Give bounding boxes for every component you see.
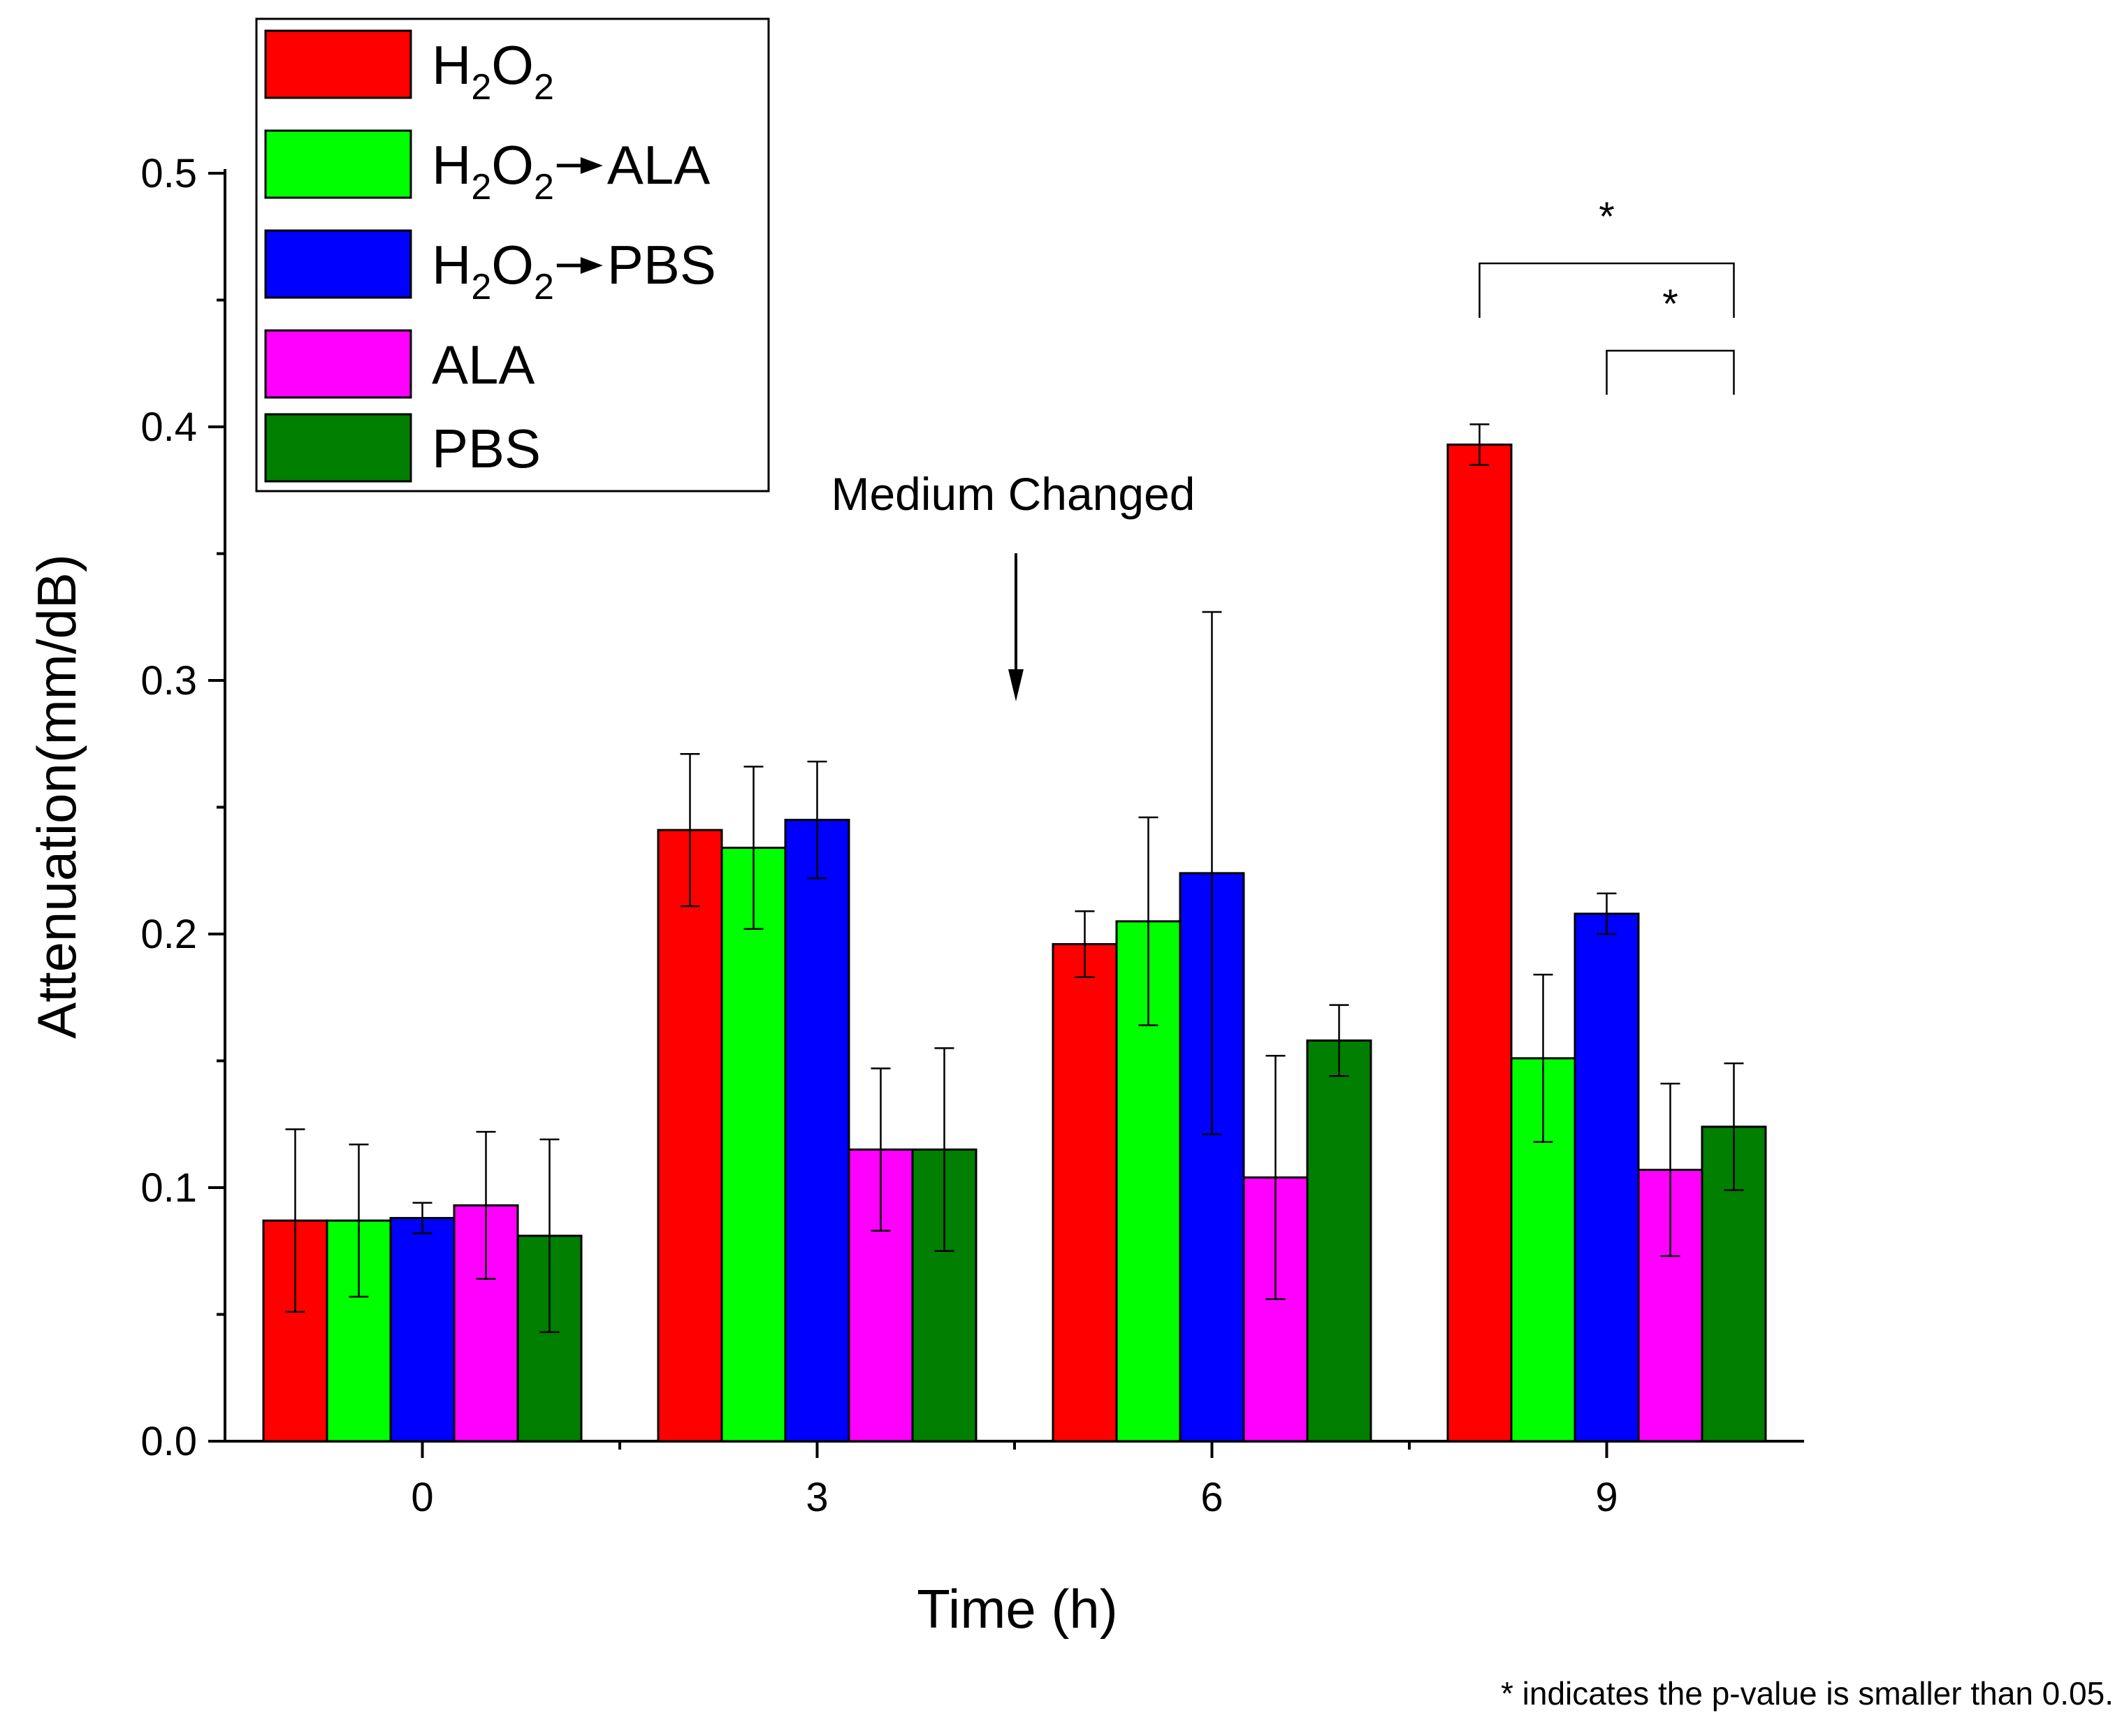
- legend-label-tail: PBS: [607, 234, 716, 296]
- bar: [1574, 912, 1640, 1443]
- legend-swatch: [264, 329, 412, 399]
- bar: [657, 829, 723, 1443]
- bar: [389, 1217, 456, 1443]
- y-axis-title: Attenuation(mm/dB): [26, 554, 87, 1039]
- legend-swatch: [264, 129, 412, 199]
- legend-arrowhead: [580, 157, 603, 174]
- footnote: * indicates the p-value is smaller than …: [1501, 1675, 2114, 1712]
- significance-star: *: [1599, 194, 1615, 240]
- x-tick-label: 9: [1595, 1475, 1618, 1520]
- y-tick-label: 0.1: [140, 1165, 197, 1211]
- legend-label: H2O2: [432, 34, 554, 108]
- legend-label-subscript: 2: [471, 167, 491, 207]
- legend-label-mid: O: [491, 234, 534, 296]
- legend-label: PBS: [432, 418, 541, 479]
- bar: [1052, 943, 1118, 1443]
- legend-label-subscript: 2: [534, 67, 554, 108]
- legend-label-mid: O: [491, 34, 534, 96]
- legend-label: H2O2: [432, 234, 554, 307]
- legend-label-main: H: [432, 234, 471, 296]
- y-tick-label: 0.4: [140, 404, 197, 450]
- bar: [1446, 443, 1513, 1443]
- bar: [720, 847, 787, 1443]
- x-tick-label: 6: [1200, 1475, 1223, 1520]
- y-tick-label: 0.0: [140, 1419, 197, 1464]
- significance-star: *: [1662, 282, 1678, 327]
- legend-label-subscript: 2: [471, 267, 491, 307]
- medium-changed-annotation: Medium Changed: [831, 468, 1196, 701]
- y-tick-label: 0.5: [140, 151, 197, 196]
- legend-label: H2O2: [432, 134, 554, 207]
- legend-label-subscript: 2: [471, 67, 491, 108]
- x-tick-label: 3: [806, 1475, 828, 1520]
- bar: [1306, 1039, 1372, 1443]
- annotation-text: Medium Changed: [831, 468, 1196, 520]
- legend-label-subscript: 2: [534, 267, 554, 307]
- x-axis: 0 3 6 9: [224, 1440, 1804, 1520]
- y-axis: 0.0 0.1 0.2 0.3 0.4 0.5: [140, 151, 226, 1464]
- legend-arrowhead: [580, 257, 603, 274]
- y-tick-label: 0.3: [140, 658, 197, 703]
- annotation-arrowhead: [1008, 669, 1024, 701]
- y-tick-label: 0.2: [140, 912, 197, 957]
- legend-label-main: H: [432, 34, 471, 96]
- legend-label-main: ALA: [432, 334, 535, 395]
- legend-label: ALA: [432, 334, 535, 395]
- legend-label-main: H: [432, 134, 471, 196]
- bar: [784, 819, 850, 1443]
- legend-label-tail: ALA: [607, 134, 710, 196]
- significance-brackets: **: [1478, 194, 1735, 395]
- legend-swatch: [264, 29, 412, 99]
- error-bars: [285, 423, 1744, 1334]
- x-tick-label: 0: [411, 1475, 433, 1520]
- legend-label-mid: O: [491, 134, 534, 196]
- x-axis-title: Time (h): [917, 1578, 1117, 1640]
- legend-label-main: PBS: [432, 418, 541, 479]
- legend-label-subscript: 2: [534, 167, 554, 207]
- legend-swatch: [264, 413, 412, 483]
- significance-bracket: [1606, 349, 1735, 395]
- significance-bracket: [1478, 262, 1735, 318]
- legend-swatch: [264, 229, 412, 299]
